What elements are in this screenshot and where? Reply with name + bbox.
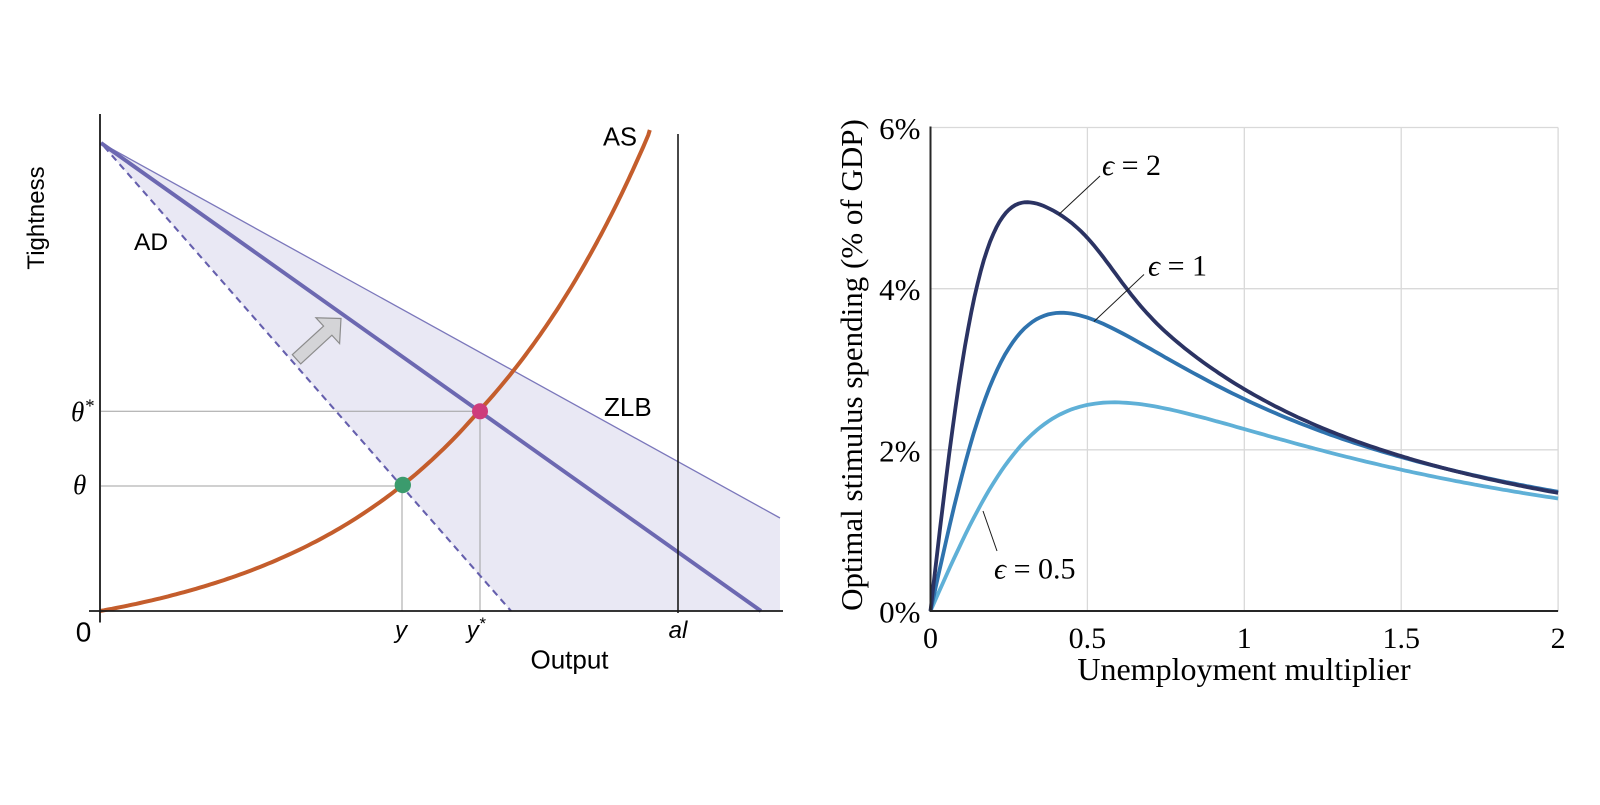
svg-text:2: 2 [1551, 622, 1566, 655]
svg-text:0.5: 0.5 [1069, 622, 1107, 655]
svg-text:Output: Output [530, 645, 609, 675]
svg-text:Unemployment multiplier: Unemployment multiplier [1077, 651, 1411, 687]
svg-text:ZLB: ZLB [604, 392, 652, 422]
svg-text:AD: AD [134, 229, 168, 256]
svg-text:ϵ = 2: ϵ = 2 [1102, 149, 1161, 182]
svg-text:4%: 4% [879, 272, 920, 307]
svg-text:1.5: 1.5 [1382, 622, 1420, 655]
svg-text:6%: 6% [879, 111, 920, 146]
svg-text:al: al [669, 617, 688, 644]
svg-text:0%: 0% [879, 595, 920, 630]
svg-text:ϵ = 0.5: ϵ = 0.5 [994, 553, 1076, 586]
svg-text:Tightness: Tightness [23, 166, 50, 269]
svg-text:θ: θ [73, 470, 86, 500]
svg-text:1: 1 [1237, 622, 1252, 655]
svg-text:AS: AS [603, 124, 637, 152]
svg-text:ϵ = 1: ϵ = 1 [1148, 250, 1207, 283]
svg-text:2%: 2% [879, 433, 920, 468]
svg-text:0: 0 [923, 622, 938, 655]
svg-text:y: y [393, 617, 409, 644]
svg-text:Optimal stimulus spending (% o: Optimal stimulus spending (% of GDP) [834, 119, 869, 611]
svg-text:0: 0 [76, 617, 92, 648]
